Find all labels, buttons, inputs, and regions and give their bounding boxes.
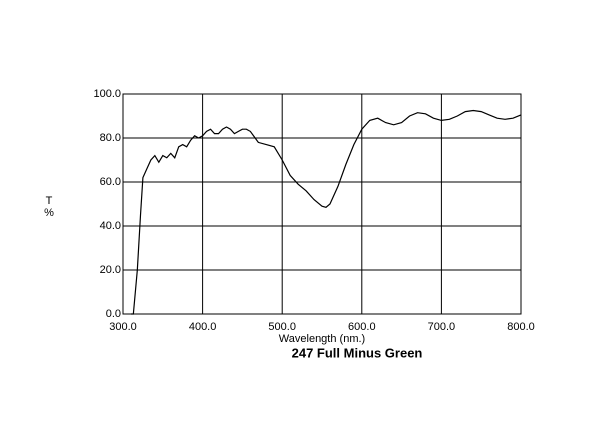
y-tick-label: 40.0 [100, 220, 121, 232]
y-tick-label: 60.0 [100, 176, 121, 188]
y-tick-label: 100.0 [93, 88, 121, 100]
x-tick-label: 600.0 [348, 321, 376, 333]
y-axis-label: % [44, 207, 54, 219]
x-tick-label: 500.0 [268, 321, 296, 333]
x-tick-label: 800.0 [507, 321, 535, 333]
y-tick-label: 0.0 [106, 308, 121, 320]
x-tick-label: 700.0 [428, 321, 456, 333]
y-tick-label: 80.0 [100, 132, 121, 144]
x-tick-label: 300.0 [109, 321, 137, 333]
y-axis-label: T [46, 195, 53, 207]
y-tick-label: 20.0 [100, 264, 121, 276]
plot-frame [122, 93, 522, 315]
x-tick-label: 400.0 [189, 321, 217, 333]
data-line [130, 109, 522, 315]
chart-title: 247 Full Minus Green [292, 345, 423, 360]
x-axis-label: Wavelength (nm.) [279, 333, 365, 345]
